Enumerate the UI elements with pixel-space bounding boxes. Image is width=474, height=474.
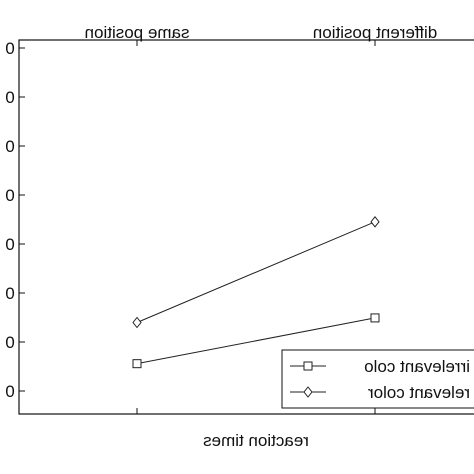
- series-square: [132, 313, 380, 369]
- y-tick-label: 0: [5, 186, 14, 205]
- y-tick-label: 0: [5, 382, 14, 401]
- y-tick-label: 0: [5, 39, 14, 58]
- x-axis-label-group: reaction times: [203, 431, 309, 450]
- point-marker-diamond: [303, 386, 313, 398]
- y-axis-ticks: 0 0 0 0 0 0 0 0: [5, 39, 25, 401]
- category-label: different position: [313, 23, 437, 42]
- top-category-labels: same position different position: [85, 23, 438, 42]
- point-marker-square: [370, 313, 380, 323]
- y-tick-label: 0: [5, 284, 14, 303]
- x-axis-label: reaction times: [203, 431, 309, 450]
- y-tick-label: 0: [5, 137, 14, 156]
- series-line: [136, 221, 376, 323]
- legend-box: [281, 349, 474, 409]
- x-axis-ticks: [136, 40, 376, 414]
- plot-frame: [18, 39, 474, 415]
- y-tick-label: 0: [5, 333, 14, 352]
- legend: irrelevant colo relevant color: [281, 349, 474, 409]
- y-tick-label: 0: [5, 88, 14, 107]
- series-diamond: [132, 216, 380, 329]
- y-tick-label: 0: [5, 235, 14, 254]
- category-label: same position: [85, 23, 190, 42]
- point-marker-square: [303, 361, 313, 371]
- legend-label: relevant color: [368, 383, 470, 402]
- series-line: [136, 317, 376, 365]
- point-marker-square: [132, 359, 142, 369]
- legend-label: irrelevant colo: [364, 357, 470, 376]
- series-layer: [132, 216, 380, 369]
- point-marker-diamond: [370, 216, 380, 228]
- point-marker-diamond: [132, 316, 142, 329]
